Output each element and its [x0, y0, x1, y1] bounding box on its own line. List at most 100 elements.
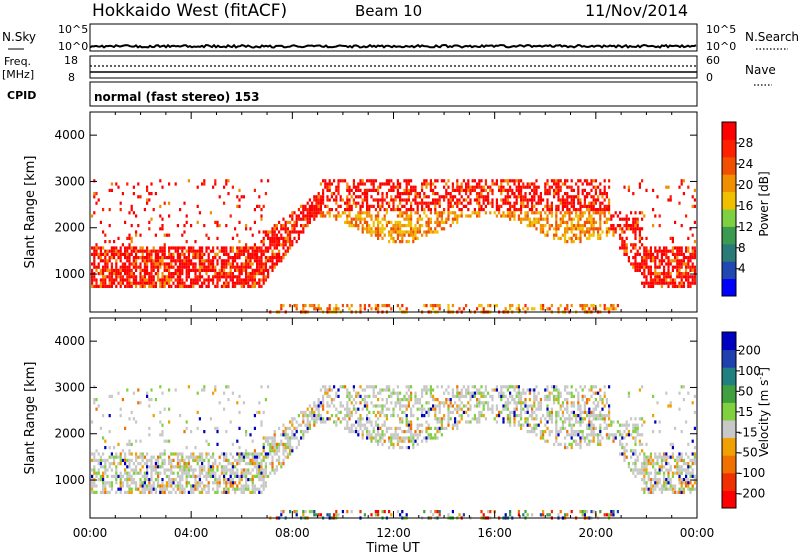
velocity-cell — [555, 430, 558, 434]
power-cell — [170, 278, 173, 282]
velocity-cell — [110, 455, 113, 459]
velocity-cell — [319, 414, 322, 418]
power-cell — [359, 204, 362, 208]
power-cell — [537, 185, 540, 189]
velocity-cell — [502, 391, 505, 395]
velocity-cell — [355, 394, 358, 398]
velocity-cell — [297, 423, 300, 427]
power-cell — [394, 195, 397, 199]
velocity-cell — [205, 490, 208, 494]
power-cell — [319, 201, 322, 205]
velocity-cell — [434, 426, 437, 430]
velocity-cell — [427, 388, 430, 392]
velocity-cell — [517, 385, 520, 389]
power-cell — [416, 192, 419, 196]
power-cell — [539, 214, 542, 218]
power-cell — [517, 192, 520, 196]
power-cell — [163, 275, 166, 279]
power-cell — [601, 192, 604, 196]
power-cell — [236, 275, 239, 279]
power-cell — [678, 265, 681, 269]
power-cell — [399, 201, 402, 205]
power-cell — [405, 307, 408, 311]
power-cell — [337, 179, 340, 183]
power-cell — [401, 204, 404, 208]
power-cell — [537, 211, 540, 215]
power-cell — [634, 265, 637, 269]
power-cell — [498, 185, 501, 189]
power-cell — [126, 246, 129, 250]
power-cell — [148, 198, 151, 202]
velocity-cell — [504, 401, 507, 405]
velocity-cell — [447, 417, 450, 421]
power-cell — [608, 201, 611, 205]
velocity-cell — [146, 487, 149, 491]
power-cell — [522, 198, 525, 202]
power-cell — [663, 268, 666, 272]
velocity-cell — [110, 474, 113, 478]
power-cell — [513, 217, 516, 221]
power-cell — [126, 281, 129, 285]
power-cell — [110, 272, 113, 276]
velocity-cell — [185, 420, 188, 424]
velocity-cell — [139, 471, 142, 475]
power-cell — [649, 246, 652, 250]
power-cell — [110, 262, 113, 266]
velocity-cell — [425, 420, 428, 424]
power-cell — [260, 252, 263, 256]
power-cell — [163, 262, 166, 266]
power-cell — [421, 204, 424, 208]
power-cell — [174, 259, 177, 263]
power-cell — [240, 195, 243, 199]
power-cell — [271, 265, 274, 269]
power-cell — [236, 246, 239, 250]
velocity-cell — [425, 430, 428, 434]
velocity-cell — [225, 430, 228, 434]
power-cell — [649, 272, 652, 276]
power-cell — [104, 284, 107, 288]
power-cell — [372, 230, 375, 234]
power-cell — [575, 233, 578, 237]
power-cell — [223, 281, 226, 285]
velocity-cell — [346, 510, 349, 514]
velocity-cell — [465, 388, 468, 392]
velocity-cell — [212, 391, 215, 395]
velocity-cell — [544, 394, 547, 398]
velocity-cell — [192, 471, 195, 475]
velocity-cell — [550, 420, 553, 424]
velocity-cell — [443, 414, 446, 418]
power-cell — [427, 182, 430, 186]
velocity-cell — [403, 436, 406, 440]
power-cell — [223, 268, 226, 272]
power-cell — [91, 275, 94, 279]
velocity-cell — [401, 436, 404, 440]
velocity-cell — [143, 490, 146, 494]
velocity-cell — [238, 487, 241, 491]
power-cell — [489, 304, 492, 308]
power-cell — [451, 304, 454, 308]
power-cell — [163, 249, 166, 253]
power-cell — [377, 204, 380, 208]
power-cell — [212, 268, 215, 272]
velocity-cell — [559, 430, 562, 434]
velocity-cell — [284, 455, 287, 459]
power-cell — [550, 224, 553, 228]
velocity-cell — [438, 407, 441, 411]
velocity-cell — [172, 458, 175, 462]
velocity-cell — [113, 474, 116, 478]
velocity-cell — [271, 442, 274, 446]
power-cell — [256, 281, 259, 285]
power-cell — [163, 265, 166, 269]
power-cell — [660, 262, 663, 266]
power-cell — [443, 179, 446, 183]
velocity-cell — [559, 391, 562, 395]
velocity-cell — [253, 484, 256, 488]
velocity-cell — [212, 462, 215, 466]
velocity-cell — [473, 385, 476, 389]
power-cell — [592, 233, 595, 237]
power-cell — [476, 214, 479, 218]
velocity-cell — [135, 487, 138, 491]
power-cell — [148, 249, 151, 253]
velocity-cell — [97, 478, 100, 482]
velocity-cell — [214, 462, 217, 466]
